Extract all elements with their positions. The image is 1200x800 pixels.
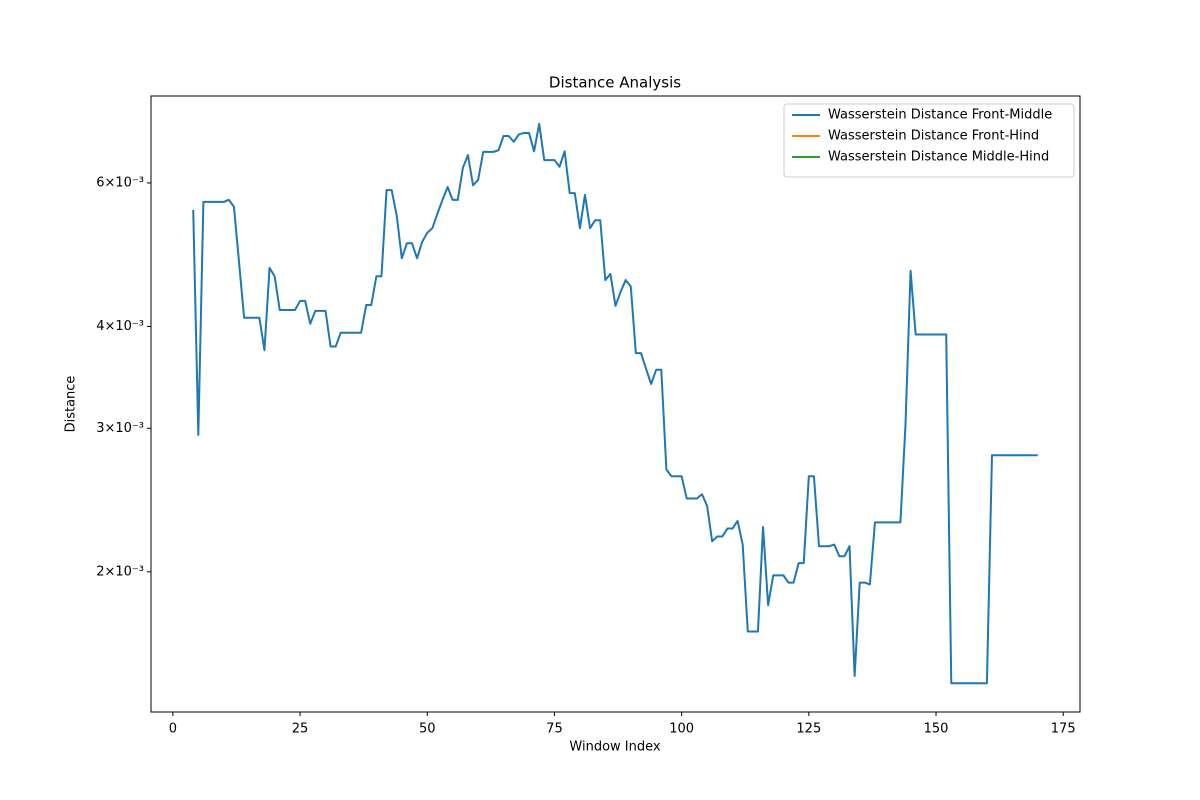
- legend-box: [783, 103, 1075, 178]
- legend-label: Wasserstein Distance Middle-Hind: [828, 150, 1049, 165]
- x-tick-label: 50: [419, 722, 436, 737]
- data-line: [192, 122, 1038, 685]
- x-tick-label: 25: [292, 722, 309, 737]
- y-axis-label: Distance: [64, 376, 79, 433]
- plot-frame: [150, 95, 1081, 713]
- y-tick-label: 4×10⁻³: [96, 319, 144, 334]
- x-tick-label: 100: [669, 722, 694, 737]
- legend-label: Wasserstein Distance Front-Hind: [828, 129, 1039, 144]
- x-tick-label: 75: [546, 722, 563, 737]
- y-tick-label: 3×10⁻³: [96, 421, 144, 436]
- y-tick-label: 2×10⁻³: [96, 564, 144, 579]
- x-axis-label: Window Index: [569, 740, 660, 755]
- legend-label: Wasserstein Distance Front-Middle: [828, 108, 1052, 123]
- chart-title: Distance Analysis: [549, 74, 681, 92]
- y-tick-label: 6×10⁻³: [96, 175, 144, 190]
- x-tick-label: 175: [1051, 722, 1076, 737]
- x-tick-label: 150: [924, 722, 949, 737]
- x-tick-label: 125: [796, 722, 821, 737]
- x-tick-label: 0: [169, 722, 177, 737]
